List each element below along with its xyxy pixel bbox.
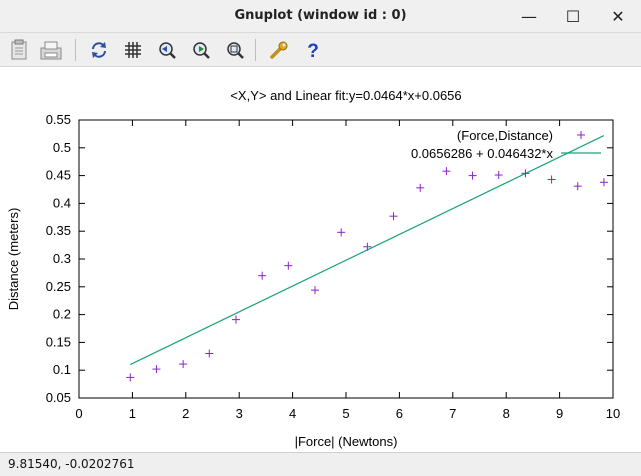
y-tick-label: 0.45 [46,168,71,183]
data-point [363,242,372,251]
data-point [126,373,135,382]
x-tick-label: 5 [342,406,349,421]
window-title: Gnuplot (window id : 0) [234,8,407,23]
data-point [494,171,503,180]
x-tick-label: 3 [236,406,243,421]
x-tick-label: 9 [556,406,563,421]
x-axis-label: |Force| (Newtons) [295,434,398,449]
y-tick-label: 0.3 [53,251,71,266]
chart-title: <X,Y> and Linear fit:y=0.0464*x+0.0656 [230,88,461,103]
maximize-button[interactable]: ☐ [565,6,581,26]
x-tick-label: 10 [606,406,620,421]
plot-frame [78,119,614,399]
y-tick-label: 0.05 [46,390,71,405]
help-glyph: ? [307,41,319,61]
replot-icon[interactable] [86,37,112,63]
cursor-coordinates: 9.81540, -0.0202761 [8,457,135,471]
x-tick-label: 1 [129,406,136,421]
y-tick-label: 0.4 [53,195,71,210]
y-axis-label: Distance (meters) [6,208,21,311]
zoom-previous-icon[interactable] [154,37,180,63]
x-tick-label: 8 [503,406,510,421]
data-point [258,271,267,280]
data-point [311,286,320,295]
print-icon[interactable] [38,37,64,63]
toolbar: ? [0,33,641,67]
axis-ticks: 0 1 2 3 4 5 6 7 8 9 10 0.05 0.1 0.15 0.2 0.25 0.3 0.35 0.4… [46,112,621,421]
data-point [284,261,293,270]
x-tick-label: 2 [182,406,189,421]
y-tick-label: 0.35 [46,223,71,238]
y-tick-label: 0.1 [53,362,71,377]
plot-canvas[interactable]: <X,Y> and Linear fit:y=0.0464*x+0.0656 D… [0,67,641,452]
options-wrench-icon[interactable] [266,37,292,63]
legend-marker-points [577,131,585,139]
plot-border [78,119,614,399]
data-point [521,169,530,178]
data-point [205,349,214,358]
y-tick-label: 0.25 [46,279,71,294]
status-bar: 9.81540, -0.0202761 [0,452,641,476]
toolbar-separator [75,39,76,61]
data-point [416,183,425,192]
data-point [468,171,477,180]
y-tick-label: 0.15 [46,334,71,349]
data-point [231,315,240,324]
data-points-layer [126,167,608,382]
x-tick-label: 6 [396,406,403,421]
zoom-next-icon[interactable] [188,37,214,63]
data-point [573,182,582,191]
close-button[interactable]: ✕ [611,6,625,26]
data-point [547,175,556,184]
data-point [179,360,188,369]
legend: (Force,Distance) 0.0656286 + 0.046432*x [411,128,601,161]
minimize-button[interactable]: — [521,6,537,26]
data-point [599,178,608,187]
legend-label-points: (Force,Distance) [457,128,553,143]
x-tick-label: 7 [449,406,456,421]
help-icon[interactable]: ? [300,37,326,63]
clipboard-icon[interactable] [6,37,32,63]
y-tick-label: 0.2 [53,307,71,322]
y-tick-label: 0.5 [53,140,71,155]
data-point [389,212,398,221]
y-tick-label: 0.55 [46,112,71,127]
toolbar-separator [255,39,256,61]
data-point [442,167,451,176]
grid-icon[interactable] [120,37,146,63]
x-tick-label: 0 [75,406,82,421]
data-point [152,365,161,374]
data-point [337,228,346,237]
x-tick-label: 4 [289,406,296,421]
window-titlebar: Gnuplot (window id : 0) — ☐ ✕ [0,0,641,33]
legend-label-fit: 0.0656286 + 0.046432*x [411,146,554,161]
chart-svg: <X,Y> and Linear fit:y=0.0464*x+0.0656 D… [6,88,621,449]
autoscale-icon[interactable] [222,37,248,63]
